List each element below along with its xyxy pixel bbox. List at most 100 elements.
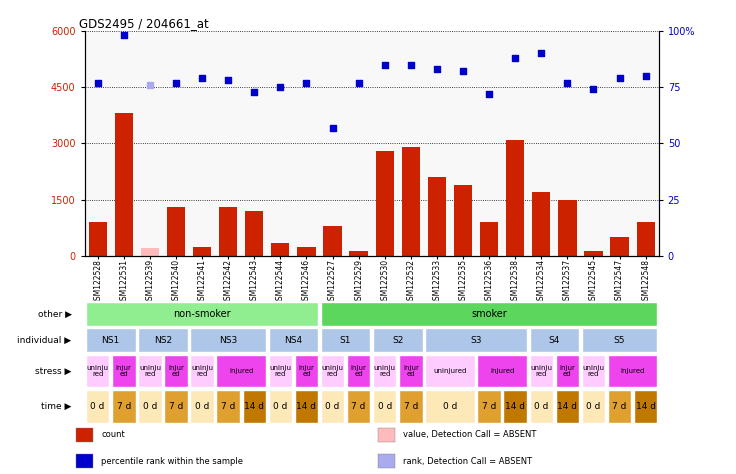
Bar bbox=[86, 328, 135, 352]
Point bbox=[484, 90, 495, 98]
Bar bbox=[141, 248, 159, 256]
Text: 0 d: 0 d bbox=[443, 402, 457, 411]
Text: 7 d: 7 d bbox=[612, 402, 627, 411]
Point bbox=[170, 79, 182, 86]
Point bbox=[535, 50, 547, 57]
Point bbox=[509, 54, 521, 62]
Bar bbox=[558, 200, 576, 256]
Point bbox=[300, 79, 312, 86]
Bar bbox=[164, 355, 188, 387]
Text: uninju
red: uninju red bbox=[322, 365, 344, 376]
Point bbox=[327, 124, 339, 131]
Text: uninju
red: uninju red bbox=[374, 365, 396, 376]
Point bbox=[562, 79, 573, 86]
Bar bbox=[271, 243, 289, 256]
Text: 0 d: 0 d bbox=[91, 402, 105, 411]
Text: NS1: NS1 bbox=[102, 336, 120, 345]
Text: 0 d: 0 d bbox=[587, 402, 601, 411]
Text: injur
ed: injur ed bbox=[116, 365, 132, 376]
Text: S5: S5 bbox=[614, 336, 626, 345]
Bar bbox=[88, 222, 107, 256]
Bar bbox=[425, 390, 475, 423]
Text: 7 d: 7 d bbox=[221, 402, 236, 411]
Bar bbox=[243, 390, 266, 423]
Bar bbox=[323, 226, 342, 256]
Text: injur
ed: injur ed bbox=[299, 365, 314, 376]
Text: smoker: smoker bbox=[471, 309, 507, 319]
Text: 14 d: 14 d bbox=[557, 402, 577, 411]
Bar bbox=[378, 428, 394, 442]
Bar bbox=[530, 355, 553, 387]
Bar bbox=[608, 390, 631, 423]
Text: injured: injured bbox=[229, 368, 253, 374]
Bar bbox=[350, 251, 368, 256]
Point bbox=[614, 74, 626, 82]
Bar bbox=[478, 355, 527, 387]
Point bbox=[379, 61, 391, 68]
Point bbox=[587, 86, 599, 93]
Point bbox=[222, 76, 234, 84]
Text: rank, Detection Call = ABSENT: rank, Detection Call = ABSENT bbox=[403, 457, 532, 465]
Bar bbox=[294, 390, 318, 423]
Bar bbox=[425, 355, 475, 387]
Bar bbox=[556, 355, 579, 387]
Point bbox=[118, 31, 130, 39]
Bar bbox=[530, 328, 579, 352]
Bar bbox=[556, 390, 579, 423]
Bar bbox=[608, 355, 657, 387]
Text: injured: injured bbox=[620, 368, 645, 374]
Text: uninju
red: uninju red bbox=[582, 365, 604, 376]
Text: 7 d: 7 d bbox=[169, 402, 183, 411]
Text: injur
ed: injur ed bbox=[403, 365, 419, 376]
Text: individual ▶: individual ▶ bbox=[18, 336, 71, 345]
Bar bbox=[76, 428, 93, 442]
Bar bbox=[425, 328, 527, 352]
Text: injur
ed: injur ed bbox=[350, 365, 367, 376]
Text: NS4: NS4 bbox=[284, 336, 302, 345]
Bar bbox=[581, 328, 657, 352]
Bar bbox=[193, 246, 211, 256]
Bar bbox=[321, 328, 370, 352]
Bar bbox=[138, 328, 188, 352]
Bar bbox=[115, 113, 133, 256]
Bar bbox=[321, 302, 657, 326]
Text: 7 d: 7 d bbox=[482, 402, 496, 411]
Point bbox=[431, 65, 443, 73]
Bar bbox=[164, 390, 188, 423]
Text: 0 d: 0 d bbox=[534, 402, 548, 411]
Point bbox=[353, 79, 364, 86]
Text: uninju
red: uninju red bbox=[269, 365, 291, 376]
Text: count: count bbox=[102, 430, 125, 439]
Bar bbox=[86, 302, 318, 326]
Text: value, Detection Call = ABSENT: value, Detection Call = ABSENT bbox=[403, 430, 537, 439]
Point bbox=[144, 81, 156, 89]
Point bbox=[197, 74, 208, 82]
Bar bbox=[399, 355, 422, 387]
Text: uninju
red: uninju red bbox=[139, 365, 161, 376]
Bar bbox=[375, 151, 394, 256]
Bar bbox=[478, 390, 500, 423]
Bar bbox=[138, 390, 162, 423]
Bar bbox=[112, 355, 135, 387]
Text: 0 d: 0 d bbox=[378, 402, 392, 411]
Bar bbox=[86, 390, 110, 423]
Bar bbox=[294, 355, 318, 387]
Text: 0 d: 0 d bbox=[143, 402, 157, 411]
Text: S4: S4 bbox=[548, 336, 560, 345]
Bar bbox=[637, 222, 655, 256]
Text: 14 d: 14 d bbox=[505, 402, 526, 411]
Text: 14 d: 14 d bbox=[297, 402, 316, 411]
Point bbox=[248, 88, 260, 95]
Text: time ▶: time ▶ bbox=[41, 402, 71, 411]
Text: GDS2495 / 204661_at: GDS2495 / 204661_at bbox=[79, 17, 208, 30]
Text: 7 d: 7 d bbox=[352, 402, 366, 411]
Text: NS2: NS2 bbox=[154, 336, 172, 345]
Point bbox=[457, 68, 469, 75]
Text: uninju
red: uninju red bbox=[531, 365, 552, 376]
Text: stress ▶: stress ▶ bbox=[35, 366, 71, 375]
Text: injur
ed: injur ed bbox=[559, 365, 576, 376]
Bar bbox=[191, 355, 214, 387]
Bar bbox=[530, 390, 553, 423]
Text: uninjured: uninjured bbox=[434, 368, 467, 374]
Bar bbox=[86, 355, 110, 387]
